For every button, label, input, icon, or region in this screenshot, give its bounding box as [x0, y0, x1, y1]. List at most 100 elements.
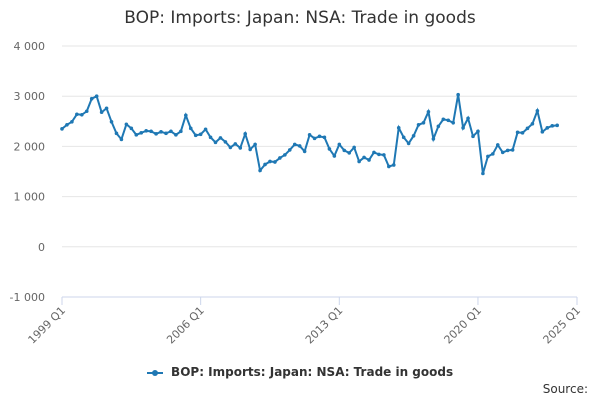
data-point[interactable]	[337, 142, 342, 147]
data-point[interactable]	[530, 122, 535, 126]
data-point[interactable]	[471, 134, 475, 139]
data-point[interactable]	[446, 118, 451, 123]
data-point[interactable]	[456, 92, 460, 97]
data-point[interactable]	[119, 137, 124, 142]
data-point[interactable]	[179, 129, 183, 134]
data-point[interactable]	[129, 126, 134, 131]
data-point[interactable]	[203, 127, 208, 132]
data-point[interactable]	[297, 144, 302, 148]
data-point[interactable]	[80, 112, 84, 117]
data-point[interactable]	[188, 126, 193, 131]
data-point[interactable]	[555, 123, 559, 128]
data-point[interactable]	[466, 116, 470, 121]
data-point[interactable]	[134, 133, 139, 137]
data-point[interactable]	[367, 158, 371, 162]
data-point[interactable]	[253, 142, 257, 147]
data-point[interactable]	[233, 142, 238, 146]
data-point[interactable]	[332, 154, 337, 158]
data-point[interactable]	[114, 131, 119, 136]
data-point[interactable]	[481, 171, 485, 176]
data-point[interactable]	[248, 147, 252, 152]
data-point[interactable]	[382, 153, 386, 157]
data-point[interactable]	[283, 153, 287, 157]
data-point[interactable]	[213, 140, 218, 145]
data-point[interactable]	[347, 151, 352, 155]
data-point[interactable]	[377, 152, 381, 157]
data-point[interactable]	[159, 130, 163, 134]
data-point[interactable]	[441, 117, 446, 122]
data-point[interactable]	[421, 121, 426, 125]
data-point[interactable]	[94, 94, 99, 98]
data-point[interactable]	[520, 131, 525, 135]
data-point[interactable]	[495, 143, 500, 147]
data-point[interactable]	[426, 109, 431, 114]
data-point[interactable]	[263, 162, 267, 167]
data-point[interactable]	[540, 130, 545, 134]
data-point[interactable]	[500, 150, 505, 155]
data-point[interactable]	[401, 135, 406, 140]
data-point[interactable]	[174, 133, 178, 137]
data-point[interactable]	[550, 124, 555, 128]
data-point[interactable]	[391, 163, 396, 167]
data-point[interactable]	[322, 135, 327, 140]
data-point[interactable]	[515, 130, 520, 135]
data-point[interactable]	[545, 126, 550, 130]
data-point[interactable]	[60, 127, 64, 131]
data-point[interactable]	[312, 136, 317, 141]
data-point[interactable]	[411, 134, 416, 138]
data-point[interactable]	[525, 126, 530, 131]
data-point[interactable]	[70, 120, 74, 124]
data-point[interactable]	[352, 145, 356, 150]
data-point[interactable]	[84, 109, 89, 114]
data-point[interactable]	[273, 160, 277, 164]
data-point[interactable]	[75, 112, 79, 117]
data-point[interactable]	[287, 148, 292, 152]
data-point[interactable]	[342, 148, 347, 153]
data-point[interactable]	[184, 113, 188, 118]
data-point[interactable]	[357, 159, 361, 164]
data-point[interactable]	[198, 132, 203, 137]
data-point[interactable]	[372, 150, 376, 155]
data-point[interactable]	[292, 142, 297, 147]
data-point[interactable]	[491, 152, 495, 156]
data-point[interactable]	[228, 145, 233, 150]
data-point[interactable]	[109, 120, 114, 124]
data-point[interactable]	[144, 129, 148, 133]
data-point[interactable]	[406, 141, 411, 146]
data-point[interactable]	[278, 156, 282, 160]
data-point[interactable]	[149, 129, 153, 134]
legend[interactable]: BOP: Imports: Japan: NSA: Trade in goods	[0, 365, 600, 379]
data-point[interactable]	[431, 137, 436, 141]
data-point[interactable]	[124, 122, 129, 127]
data-point[interactable]	[238, 146, 243, 150]
data-point[interactable]	[505, 148, 510, 153]
data-point[interactable]	[208, 135, 213, 140]
data-point[interactable]	[396, 126, 401, 130]
data-point[interactable]	[223, 140, 228, 144]
data-point[interactable]	[243, 132, 248, 136]
data-point[interactable]	[164, 131, 168, 136]
data-point[interactable]	[154, 132, 158, 136]
data-point[interactable]	[535, 108, 540, 113]
data-point[interactable]	[317, 134, 322, 139]
data-point[interactable]	[258, 168, 262, 173]
data-point[interactable]	[307, 133, 312, 137]
data-point[interactable]	[218, 136, 223, 140]
data-point[interactable]	[327, 147, 332, 151]
data-point[interactable]	[387, 164, 391, 169]
data-point[interactable]	[302, 149, 307, 154]
data-point[interactable]	[193, 133, 198, 138]
data-point[interactable]	[486, 154, 490, 159]
data-point[interactable]	[169, 129, 173, 134]
data-point[interactable]	[476, 129, 480, 134]
data-point[interactable]	[436, 124, 441, 129]
data-point[interactable]	[416, 123, 421, 127]
data-point[interactable]	[461, 126, 465, 130]
data-point[interactable]	[104, 106, 109, 111]
data-point[interactable]	[510, 148, 515, 152]
data-point[interactable]	[451, 121, 456, 125]
data-point[interactable]	[89, 96, 94, 101]
data-point[interactable]	[99, 110, 104, 115]
data-point[interactable]	[362, 155, 366, 160]
data-point[interactable]	[65, 123, 69, 127]
